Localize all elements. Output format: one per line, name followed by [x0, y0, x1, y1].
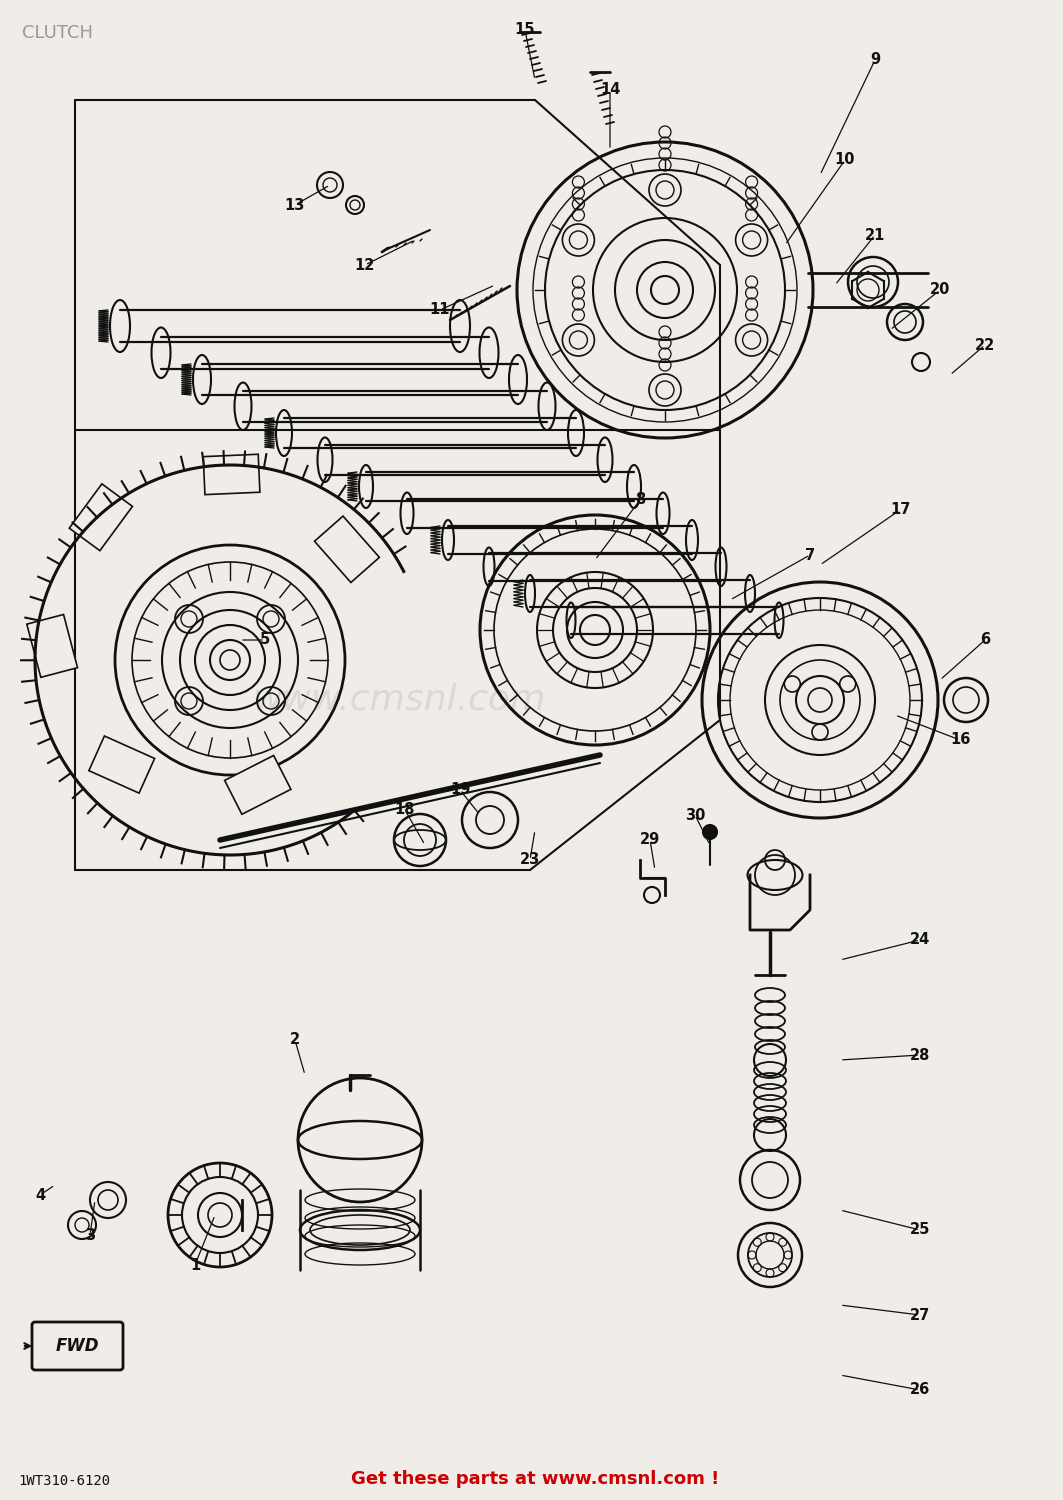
Text: 5: 5: [259, 633, 270, 648]
Text: 9: 9: [870, 53, 880, 68]
Text: 7: 7: [805, 548, 815, 562]
Text: 20: 20: [930, 282, 950, 297]
Text: 29: 29: [640, 833, 660, 848]
Text: 12: 12: [355, 258, 375, 273]
Text: 16: 16: [950, 732, 971, 747]
Bar: [69, 484, 133, 550]
Text: 30: 30: [685, 807, 705, 822]
Text: 2: 2: [290, 1032, 300, 1047]
Text: 13: 13: [285, 198, 305, 213]
Text: 6: 6: [980, 633, 990, 648]
Bar: [89, 736, 154, 794]
Text: 24: 24: [910, 933, 930, 948]
Text: 8: 8: [635, 492, 645, 507]
Bar: [224, 756, 291, 814]
Text: 14: 14: [600, 82, 620, 98]
Text: 27: 27: [910, 1308, 930, 1323]
Bar: [203, 454, 259, 495]
Text: Get these parts at www.cmsnl.com !: Get these parts at www.cmsnl.com !: [351, 1470, 720, 1488]
Text: 25: 25: [910, 1222, 930, 1238]
Bar: [315, 516, 379, 582]
Text: 26: 26: [910, 1383, 930, 1398]
Bar: [27, 615, 78, 678]
Text: 4: 4: [35, 1188, 45, 1203]
Text: 10: 10: [834, 153, 856, 168]
Text: 21: 21: [865, 228, 885, 243]
Text: 18: 18: [394, 802, 416, 818]
Text: 19: 19: [450, 783, 470, 798]
Text: 22: 22: [975, 338, 995, 352]
Text: 1WT310-6120: 1WT310-6120: [18, 1474, 111, 1488]
Text: www.cmsnl.com: www.cmsnl.com: [253, 682, 546, 717]
Text: 3: 3: [85, 1227, 95, 1242]
Text: 1: 1: [190, 1257, 200, 1272]
Text: 11: 11: [429, 303, 451, 318]
FancyBboxPatch shape: [32, 1322, 123, 1370]
Text: 15: 15: [514, 22, 536, 38]
Text: 28: 28: [910, 1047, 930, 1062]
Text: 17: 17: [890, 503, 910, 518]
Text: 23: 23: [520, 852, 540, 867]
Text: CLUTCH: CLUTCH: [22, 24, 92, 42]
Text: FWD: FWD: [55, 1336, 99, 1354]
Circle shape: [703, 825, 718, 839]
